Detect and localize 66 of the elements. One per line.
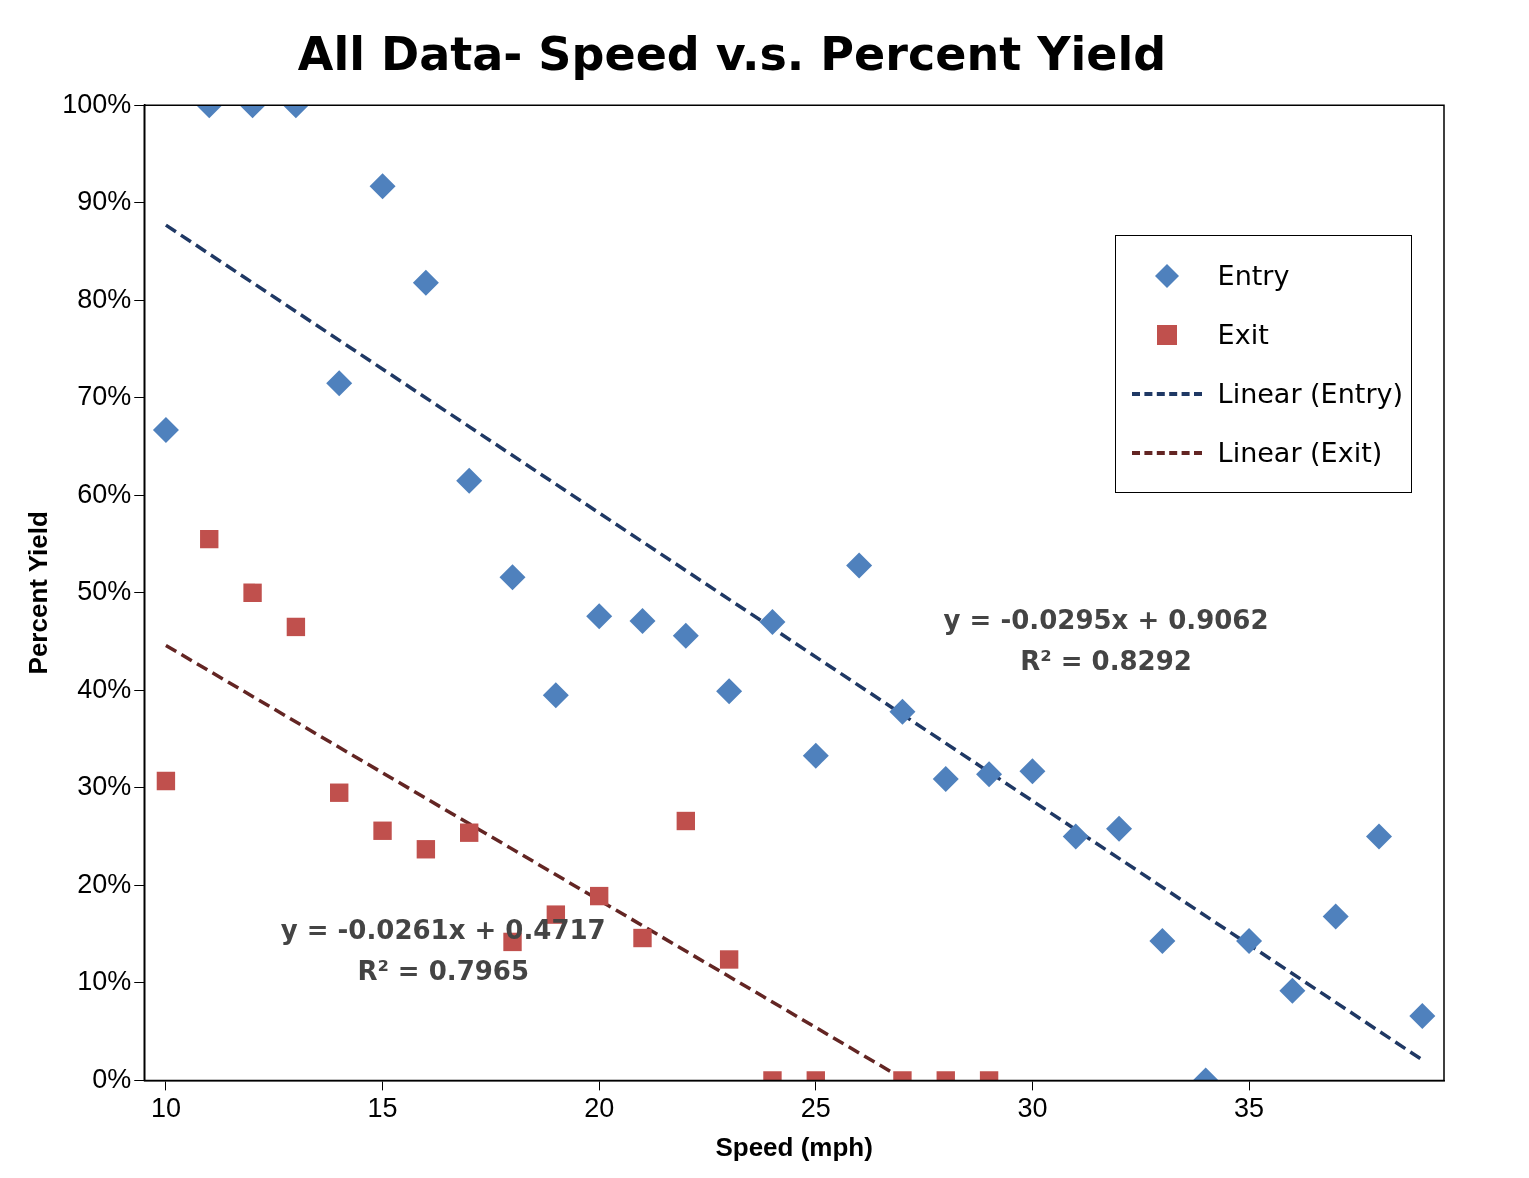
point (716, 678, 743, 705)
annotation: R² = 0.7965 (357, 955, 530, 986)
point (633, 928, 652, 948)
point (326, 370, 353, 397)
point (330, 783, 349, 802)
point (156, 771, 176, 791)
x-axis-title: Speed (mph) (715, 1131, 873, 1162)
y-tick-label: 70% (77, 381, 132, 412)
point (286, 617, 306, 637)
point (456, 467, 483, 494)
y-tick-label: 30% (77, 771, 132, 802)
annotation: y = -0.0295x + 0.9062 (943, 604, 1269, 635)
point (589, 886, 609, 906)
point (152, 416, 179, 443)
point (1322, 903, 1349, 930)
x-tick-label: 25 (800, 1093, 831, 1124)
point (542, 682, 569, 709)
x-tick-label: 10 (150, 1093, 181, 1124)
point (1062, 823, 1089, 850)
x-tick-label: 35 (1234, 1093, 1265, 1124)
y-tick-label: 50% (77, 576, 132, 607)
point (369, 173, 396, 200)
point (759, 609, 786, 636)
point (889, 698, 916, 725)
point (802, 742, 829, 769)
point (373, 821, 392, 840)
y-tick-label: 100% (62, 88, 132, 119)
point (1409, 1003, 1436, 1030)
point (1366, 823, 1393, 850)
point (200, 529, 219, 549)
y-axis-title: Percent Yield (22, 511, 53, 675)
point (629, 608, 656, 635)
point (416, 840, 436, 859)
legend-label: Entry (1217, 260, 1290, 292)
point (1106, 815, 1133, 842)
point (846, 552, 873, 579)
point (243, 583, 262, 602)
annotation: R² = 0.8292 (1020, 645, 1192, 676)
y-tick-label: 60% (77, 478, 132, 509)
point (1149, 927, 1176, 954)
point (412, 269, 439, 296)
legend-label: Linear (Entry) (1217, 378, 1403, 410)
point (719, 950, 739, 969)
point (932, 766, 959, 793)
y-tick-label: 90% (77, 186, 132, 217)
point (586, 603, 613, 630)
y-tick-label: 40% (77, 673, 132, 704)
point (460, 823, 479, 842)
y-tick-label: 20% (77, 868, 132, 899)
x-tick-label: 15 (367, 1093, 398, 1124)
y-tick-label: 80% (77, 283, 132, 314)
legend-label: Exit (1217, 319, 1269, 351)
point (676, 811, 696, 831)
x-tick-label: 30 (1017, 1093, 1048, 1124)
point (1236, 927, 1263, 954)
point (1279, 977, 1306, 1004)
point (1019, 758, 1046, 785)
chart-title: All Data- Speed v.s. Percent Yield (297, 26, 1167, 81)
point (499, 564, 526, 591)
x-tick-label: 20 (584, 1093, 615, 1124)
legend-label: Linear (Exit) (1217, 437, 1383, 469)
y-tick-label: 0% (92, 1063, 132, 1094)
annotation: y = -0.0261x + 0.4717 (280, 914, 606, 945)
y-tick-label: 10% (77, 966, 132, 997)
point (976, 761, 1003, 788)
point (672, 622, 699, 649)
